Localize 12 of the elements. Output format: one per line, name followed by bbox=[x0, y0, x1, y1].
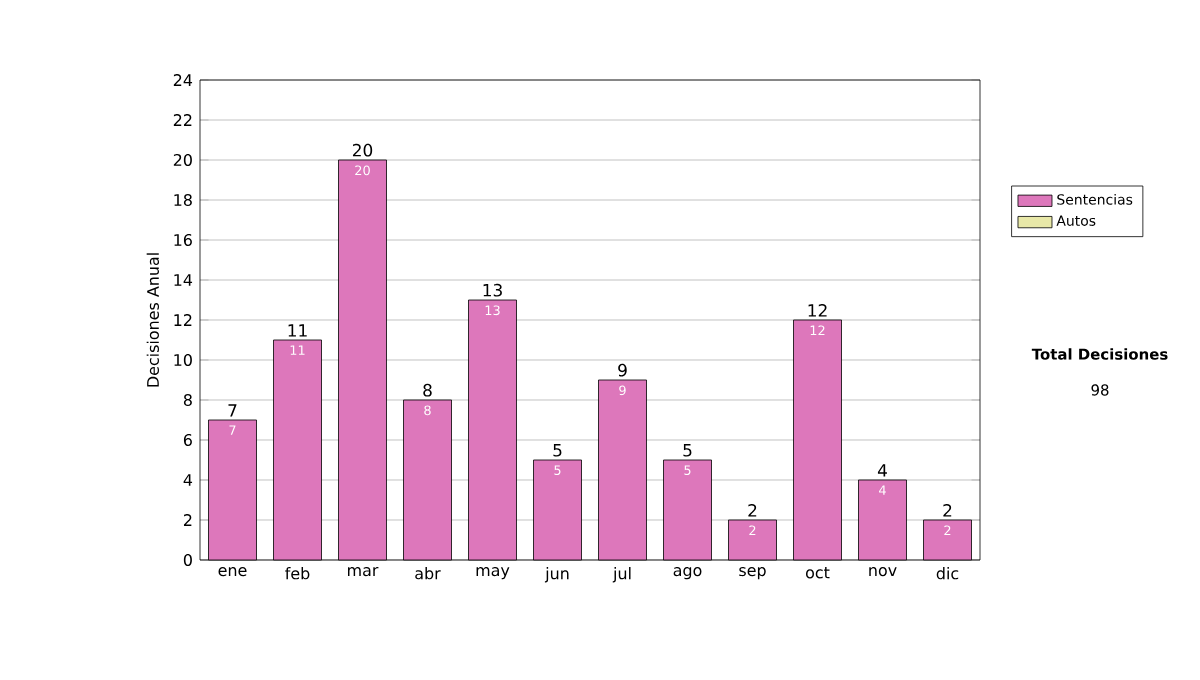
total-label: 20 bbox=[352, 143, 373, 157]
total-label: 12 bbox=[808, 304, 827, 317]
total-label: 5 bbox=[553, 444, 562, 457]
total-label: 11 bbox=[288, 324, 307, 337]
total-label: 7 bbox=[228, 404, 237, 417]
total-label: 2 bbox=[943, 504, 952, 517]
total-label: 9 bbox=[618, 363, 627, 377]
total-label: 2 bbox=[748, 504, 757, 517]
total-label: 4 bbox=[877, 464, 887, 477]
total-label: 13 bbox=[483, 283, 502, 297]
total-label: 8 bbox=[423, 383, 432, 397]
total-label: 5 bbox=[683, 444, 692, 457]
